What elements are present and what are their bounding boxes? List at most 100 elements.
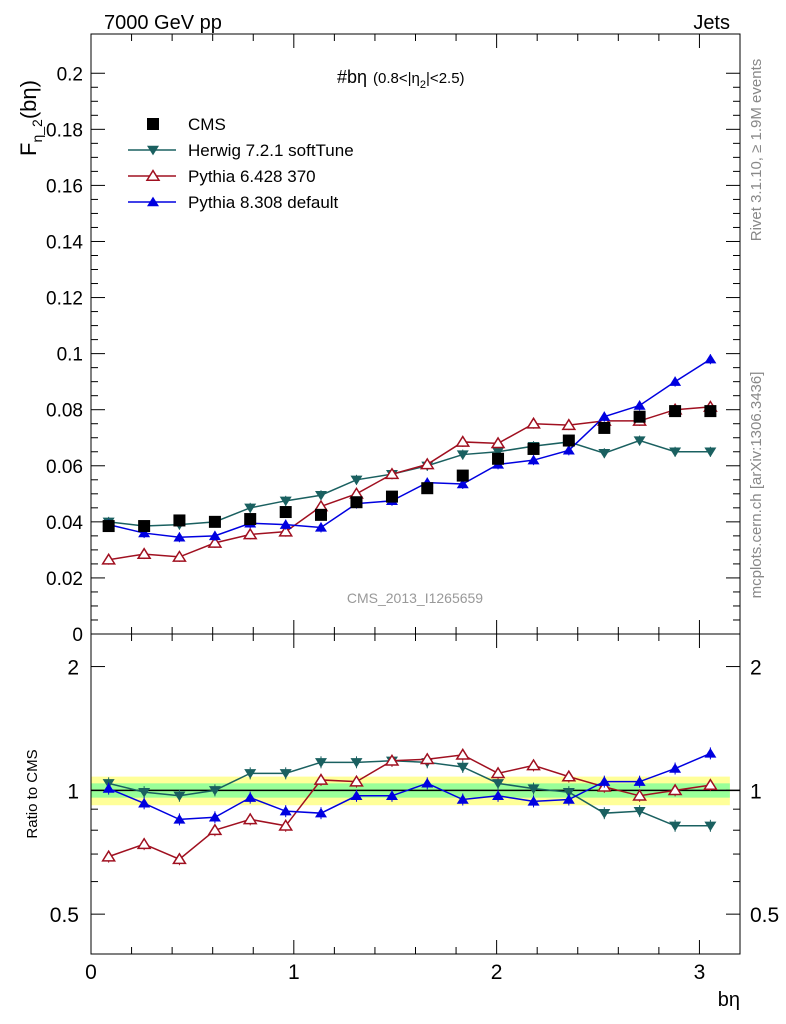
ratio-point	[172, 852, 187, 865]
ratio-y-tick-label-right: 2	[750, 657, 762, 680]
ratio-point	[244, 769, 257, 779]
data-point	[208, 530, 221, 541]
ratio-point	[136, 837, 152, 850]
data-point	[456, 469, 469, 482]
data-point	[101, 552, 116, 565]
mcplots-label: mcplots.cern.ch [arXiv:1306.3436]	[748, 372, 765, 599]
legend-marker	[147, 118, 159, 130]
ratio-point	[279, 805, 292, 816]
data-point	[279, 496, 292, 507]
series-pythia-8-308-default	[102, 353, 717, 543]
data-point	[598, 411, 611, 421]
ratio-point	[598, 808, 611, 819]
y-tick-label: 0.06	[46, 457, 83, 478]
ratio-point	[633, 776, 646, 786]
legend: CMS Herwig 7.2.1 softTune Pythia 6.428 370…	[128, 115, 354, 212]
series-pythia-6-428-370	[101, 400, 718, 565]
data-point	[421, 482, 434, 495]
data-point	[456, 478, 469, 489]
x-axis-label: bη	[718, 989, 740, 1011]
y-tick-label: 0.2	[57, 64, 83, 85]
data-point	[633, 400, 646, 410]
data-point	[669, 447, 682, 458]
data-point	[562, 434, 575, 447]
data-point	[314, 508, 327, 521]
main-plot: 0 0.02 0.04 0.06 0.08 0.1 0.12 0.14 0.16 0.18 0.2	[46, 33, 741, 646]
data-point	[172, 550, 187, 562]
ratio-point	[279, 769, 292, 779]
ratio-y-label: Ratio to CMS	[24, 749, 41, 838]
ratio-point	[419, 752, 435, 765]
series-line	[108, 406, 711, 561]
ratio-point	[421, 777, 434, 788]
data-point	[633, 410, 646, 423]
x-tick-label: 1	[288, 961, 300, 984]
ratio-y-tick-label-right: 0.5	[750, 904, 779, 927]
title-sub: (0.8<|η	[373, 70, 420, 87]
ratio-point	[278, 818, 294, 831]
legend-label: Herwig 7.2.1 softTune	[188, 141, 354, 160]
main-y-label: Fη_2(bη)	[16, 80, 45, 156]
ratio-point	[632, 788, 647, 801]
data-point	[138, 527, 151, 538]
x-tick-label: 2	[491, 961, 503, 984]
data-point	[385, 490, 398, 503]
ratio-y-tick-label-right: 1	[750, 780, 762, 803]
ratio-point	[350, 790, 363, 800]
ratio-point	[384, 753, 400, 766]
data-point	[527, 442, 540, 455]
ratio-ticks: 0.5 0.5 1 1 2 2 0 1 2 3	[50, 634, 779, 984]
data-point	[704, 353, 717, 364]
y-tick-label: 0.08	[46, 401, 83, 422]
ratio-point	[526, 758, 541, 771]
y-tick-label: 0.18	[46, 120, 83, 141]
data-point	[244, 513, 257, 526]
header-left: 7000 GeV pp	[104, 12, 222, 34]
ratio-point	[669, 763, 682, 773]
data-point	[490, 436, 506, 449]
data-point	[242, 527, 258, 540]
ratio-point	[314, 807, 327, 818]
ratio-point	[562, 787, 575, 798]
ratio-point	[242, 812, 258, 825]
ratio-point	[703, 778, 718, 791]
legend-item-herwig-7-2-1-softtune: Herwig 7.2.1 softTune	[128, 141, 354, 160]
data-point	[244, 503, 257, 514]
y-tick-label: 0.02	[46, 569, 83, 590]
legend-marker	[145, 169, 161, 181]
ratio-point	[527, 796, 540, 806]
ratio-point	[598, 776, 611, 786]
title-sub-idx: 2	[420, 79, 426, 91]
ratio-frame	[90, 633, 741, 955]
series-herwig-7-2-1-softtune	[102, 435, 717, 532]
ratio-y-tick-label: 2	[67, 657, 79, 680]
ratio-point	[208, 786, 221, 796]
data-point	[350, 496, 363, 509]
data-point	[455, 435, 471, 447]
data-point	[208, 515, 221, 528]
ratio-point	[244, 792, 257, 802]
data-point	[561, 418, 577, 431]
title-sub-end: |<2.5)	[426, 70, 465, 87]
y-tick-label: 0.16	[46, 176, 83, 197]
ratio-point	[314, 758, 327, 768]
legend-item-pythia-8-308-default: Pythia 8.308 default	[128, 193, 339, 212]
data-point	[314, 491, 327, 501]
legend-marker	[147, 145, 159, 156]
ratio-point	[173, 813, 186, 824]
watermark: CMS_2013_I1265659	[347, 590, 483, 606]
legend-item-cms: CMS	[147, 115, 226, 134]
ratio-point	[207, 823, 223, 836]
series-cms	[102, 405, 717, 533]
data-point	[527, 454, 540, 465]
legend-label: Pythia 8.308 default	[188, 193, 339, 212]
ratio-y-tick-label: 0.5	[50, 904, 79, 927]
data-point	[704, 447, 717, 458]
data-point	[669, 405, 682, 418]
legend-label: Pythia 6.428 370	[188, 167, 316, 186]
data-point	[492, 447, 505, 458]
header-right: Jets	[693, 12, 730, 34]
series-line	[108, 439, 711, 527]
y-tick-label: 0.14	[46, 232, 83, 253]
